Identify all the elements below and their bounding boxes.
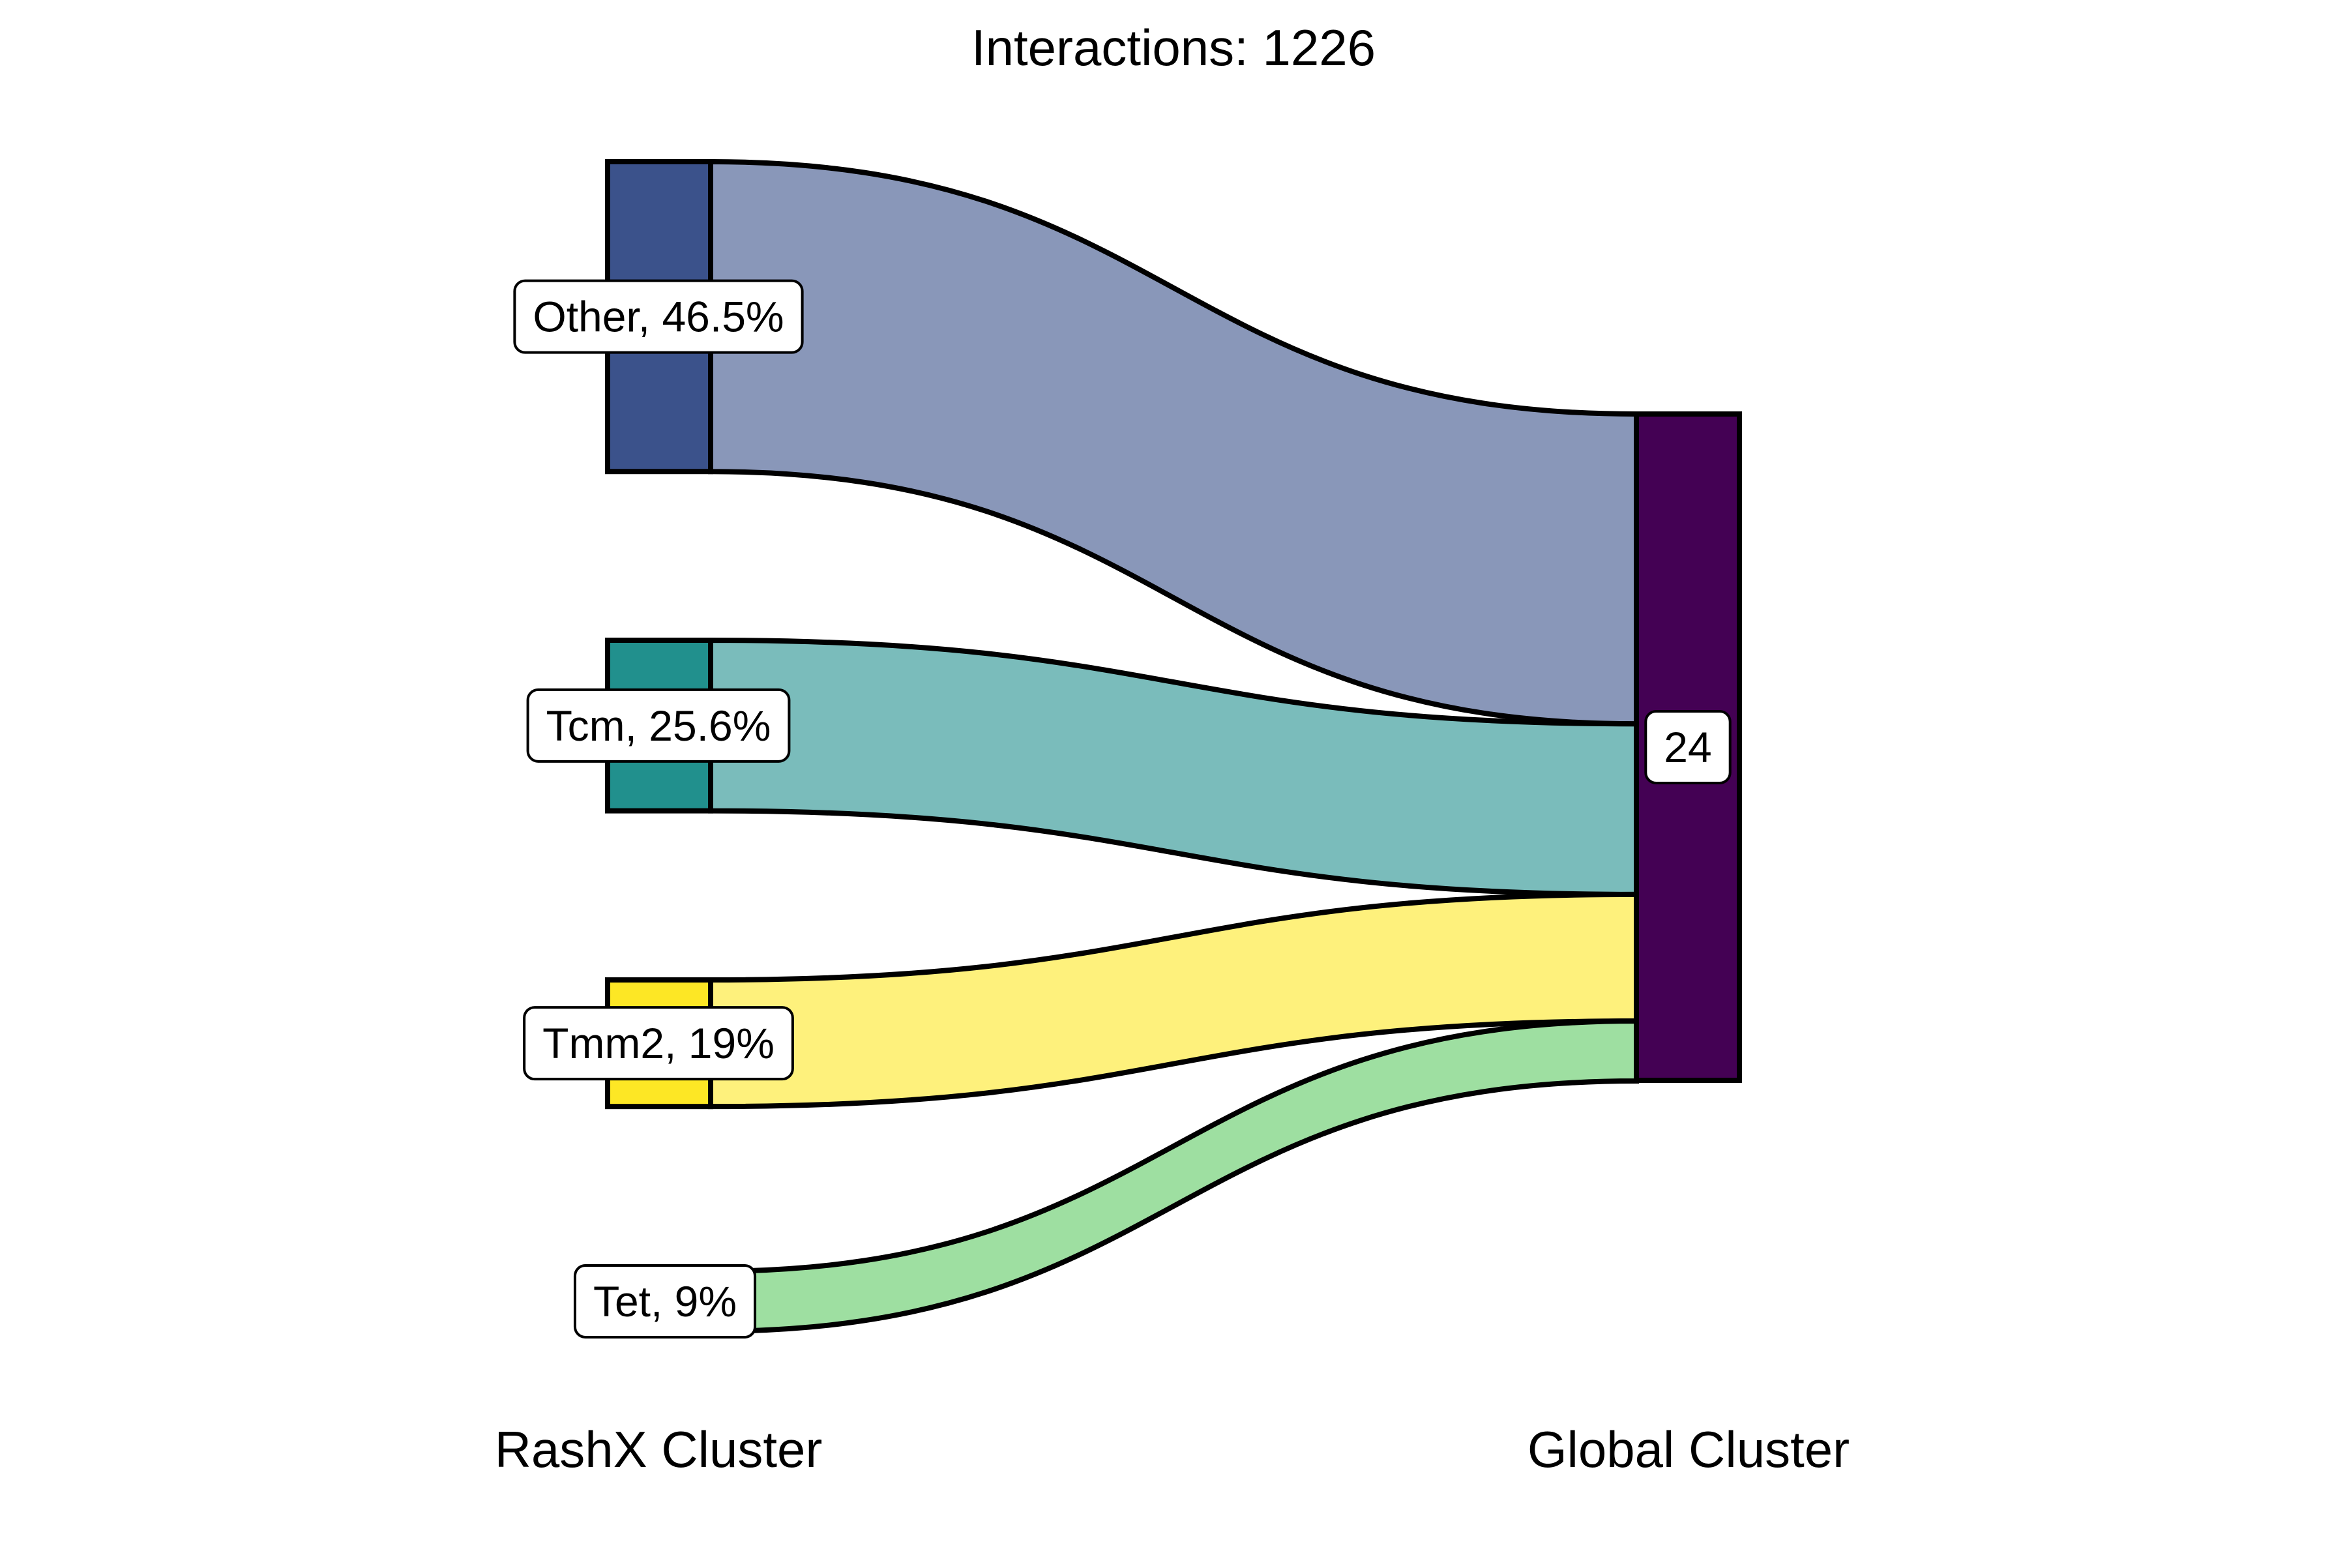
- flow-other-to-c24: [708, 158, 1639, 727]
- label-c24: 24: [1644, 710, 1732, 784]
- label-c24-text: 24: [1664, 723, 1711, 771]
- label-tcm-box: [526, 688, 791, 763]
- flows-group: [708, 158, 1639, 1334]
- label-tet-text: Tet, 9%: [593, 1277, 737, 1325]
- label-tet-box: [573, 1264, 757, 1339]
- label-tmm2-text: Tmm2, 19%: [542, 1019, 775, 1067]
- labels-group: Other, 46.5% Tcm, 25.6% Tmm2, 19% Tet, 9% 24: [513, 279, 1732, 1339]
- axis-label-left: RashX Cluster: [495, 1421, 823, 1478]
- axis-label-right: Global Cluster: [1528, 1421, 1850, 1478]
- label-other-text: Other, 46.5%: [533, 293, 784, 341]
- chart-title: Interactions: 1226: [971, 19, 1376, 76]
- label-tet: Tet, 9%: [573, 1264, 757, 1339]
- label-other: Other, 46.5%: [513, 279, 804, 354]
- label-other-box: [513, 279, 804, 354]
- label-tcm: Tcm, 25.6%: [526, 688, 791, 763]
- label-tmm2: Tmm2, 19%: [523, 1006, 794, 1081]
- label-tcm-text: Tcm, 25.6%: [546, 702, 771, 750]
- label-c24-box: [1644, 710, 1732, 784]
- label-tmm2-box: [523, 1006, 794, 1081]
